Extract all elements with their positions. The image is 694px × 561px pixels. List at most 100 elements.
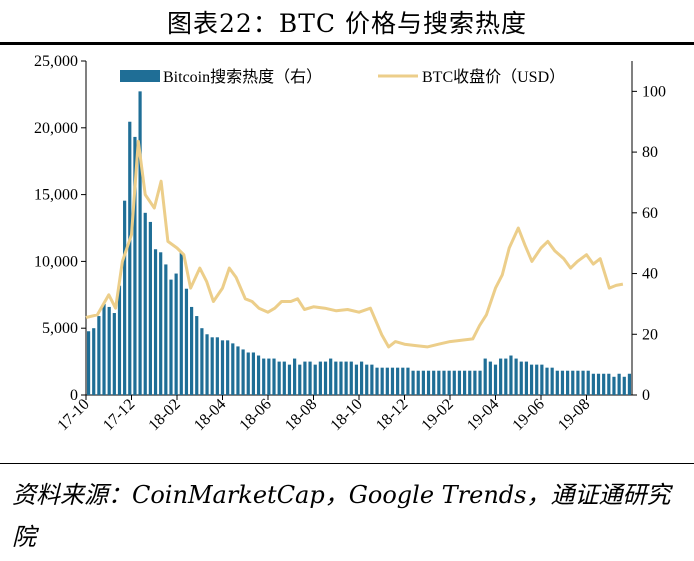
search-bar xyxy=(246,352,250,395)
search-bar xyxy=(169,279,173,395)
x-tick-label: 19-06 xyxy=(509,396,547,434)
search-bar xyxy=(241,349,245,395)
search-bar xyxy=(468,370,472,395)
search-bar xyxy=(385,367,389,395)
x-tick-label: 19-02 xyxy=(418,396,456,434)
left-tick-label: 10,000 xyxy=(34,253,78,270)
search-bar xyxy=(184,288,189,395)
top-rule xyxy=(0,42,694,45)
search-bar xyxy=(97,316,101,395)
search-bar xyxy=(138,91,142,395)
search-bars xyxy=(86,91,632,396)
search-bar xyxy=(586,370,590,395)
search-bar xyxy=(612,376,616,395)
chart-title: 图表22：BTC 价格与搜索热度 xyxy=(167,9,527,38)
search-bar xyxy=(581,370,585,395)
search-bar xyxy=(282,361,286,395)
search-bar xyxy=(303,361,307,395)
search-bar xyxy=(210,337,214,395)
search-bar xyxy=(591,373,595,395)
left-tick-label: 5,000 xyxy=(42,320,78,337)
left-tick-label: 20,000 xyxy=(34,120,78,137)
left-tick-label: 25,000 xyxy=(34,53,78,70)
search-bar xyxy=(133,136,137,395)
right-tick-label: 0 xyxy=(642,387,650,404)
search-bar xyxy=(452,370,456,395)
legend-line-label: BTC收盘价（USD） xyxy=(422,67,565,86)
search-bar xyxy=(432,370,436,395)
search-bar xyxy=(287,364,292,395)
search-bar xyxy=(293,358,297,395)
search-bar xyxy=(86,331,91,395)
search-bar xyxy=(602,373,606,395)
x-tick-label: 17-12 xyxy=(100,396,138,434)
search-bar xyxy=(251,352,256,395)
search-bar xyxy=(462,370,467,395)
search-bar xyxy=(231,343,235,395)
x-tick-label: 19-08 xyxy=(555,396,593,434)
right-tick-label: 100 xyxy=(642,83,666,100)
search-bar xyxy=(617,373,621,395)
search-bar xyxy=(447,370,451,395)
search-bar xyxy=(112,313,116,395)
left-tick-label: 0 xyxy=(70,387,78,404)
search-bar xyxy=(483,358,487,395)
search-bar xyxy=(550,367,554,395)
x-tick-label: 18-10 xyxy=(327,396,365,434)
search-bar xyxy=(488,361,492,395)
x-tick-label: 18-06 xyxy=(236,396,274,434)
price-line xyxy=(85,139,624,349)
search-bar xyxy=(421,370,425,395)
search-bar xyxy=(411,370,415,395)
search-bar xyxy=(370,364,374,395)
search-bar xyxy=(416,370,420,395)
search-bar xyxy=(226,340,230,395)
search-bar xyxy=(143,212,147,395)
bottom-rule xyxy=(0,463,694,464)
search-bar xyxy=(195,316,199,395)
search-bar xyxy=(323,361,328,395)
search-bar xyxy=(267,358,271,395)
search-bar xyxy=(437,370,441,395)
search-bar xyxy=(566,370,570,395)
legend: Bitcoin搜索热度（右） BTC收盘价（USD） xyxy=(120,67,565,86)
search-bar xyxy=(148,221,152,395)
right-tick-label: 40 xyxy=(642,266,658,283)
search-bar xyxy=(334,361,338,395)
x-tick-label: 18-04 xyxy=(191,396,229,434)
search-bar xyxy=(596,373,601,395)
search-bar xyxy=(401,367,405,395)
search-bar xyxy=(262,358,266,395)
search-bar xyxy=(359,361,364,395)
search-bar xyxy=(339,361,343,395)
search-bar xyxy=(298,364,302,395)
search-bar xyxy=(256,355,261,395)
search-bar xyxy=(375,367,379,395)
legend-bar-label: Bitcoin搜索热度（右） xyxy=(163,68,322,86)
search-bar xyxy=(174,273,178,395)
search-bar xyxy=(200,328,204,395)
search-bar xyxy=(179,252,183,395)
search-bar xyxy=(313,364,317,395)
search-bar xyxy=(571,370,575,395)
search-bar xyxy=(426,370,431,395)
search-bar xyxy=(493,364,498,395)
left-tick-label: 15,000 xyxy=(34,187,78,204)
right-tick-label: 80 xyxy=(642,144,658,161)
search-bar xyxy=(205,334,209,395)
search-bar xyxy=(576,370,580,395)
x-tick-label: 18-08 xyxy=(282,396,320,434)
search-bar xyxy=(220,340,225,395)
search-bar xyxy=(92,328,96,395)
search-bar xyxy=(457,370,462,395)
search-bar xyxy=(123,200,127,395)
search-bar xyxy=(607,373,611,395)
search-bar xyxy=(390,367,395,395)
search-bar xyxy=(107,306,111,395)
search-bar xyxy=(189,306,194,395)
search-bar xyxy=(540,364,544,395)
search-bar xyxy=(560,370,565,395)
search-bar xyxy=(442,370,446,395)
search-bar xyxy=(499,358,503,395)
search-bar xyxy=(627,373,632,395)
